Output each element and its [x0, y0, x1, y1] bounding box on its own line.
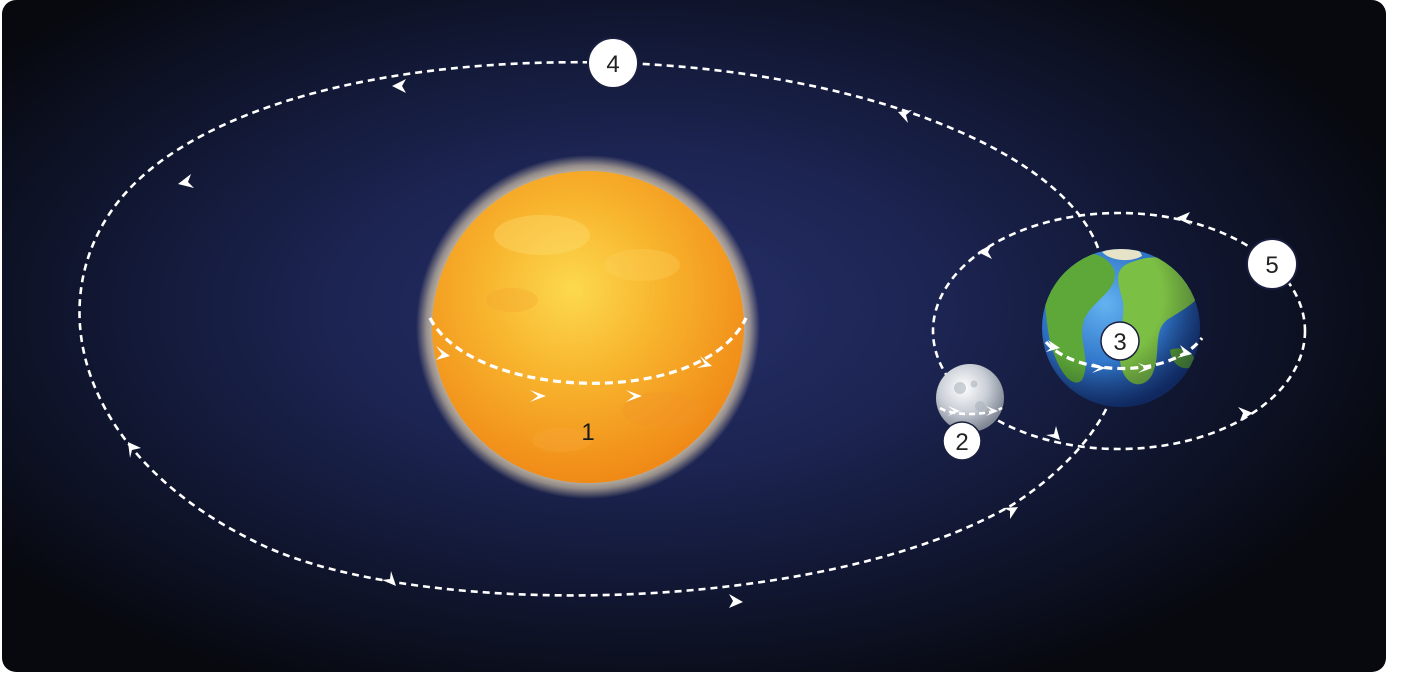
label-badge — [942, 421, 982, 461]
label-earth: 3 — [1100, 321, 1140, 361]
sun-rotation-path — [428, 317, 748, 385]
arrow-icon — [382, 571, 396, 586]
arrow-icon — [1003, 507, 1018, 519]
sun-icon — [432, 171, 744, 483]
arrow-icon — [436, 346, 450, 360]
label-moon-text: 2 — [955, 429, 968, 456]
arrow-icon — [986, 406, 998, 416]
arrow-icon — [1177, 345, 1192, 358]
label-badge — [1246, 238, 1298, 290]
arrow-icon — [178, 174, 194, 188]
sun — [416, 155, 760, 499]
sun-texture — [486, 215, 702, 452]
label-moon: 2 — [942, 421, 982, 461]
arrow-icon — [128, 442, 141, 458]
arrow-icon — [626, 390, 642, 402]
arrow-icon — [978, 244, 992, 259]
arrow-icon — [697, 356, 712, 368]
label-earth-orbit: 4 — [587, 37, 639, 89]
moon — [936, 364, 1004, 432]
label-earth-text: 3 — [1113, 329, 1126, 356]
arrow-icon — [1176, 212, 1191, 225]
arrow-icon — [898, 110, 912, 123]
label-moon-orbit: 5 — [1246, 238, 1298, 290]
label-earth-orbit-text: 4 — [606, 51, 619, 78]
label-sun: 1 — [581, 419, 594, 446]
label-moon-orbit-text: 5 — [1265, 252, 1278, 279]
arrow-icon — [729, 594, 743, 608]
arrow-icon — [1138, 363, 1152, 373]
arrow-icon — [530, 390, 546, 402]
arrow-icon — [1238, 407, 1253, 421]
direction-arrows — [128, 79, 1253, 608]
arrow-icon — [1046, 426, 1060, 440]
arrow-icon — [1046, 340, 1060, 352]
label-badge — [1100, 321, 1140, 361]
earth-orbit-path — [78, 61, 1110, 597]
moon-icon — [936, 364, 1004, 432]
arrow-icon — [948, 406, 960, 416]
arrow-icon — [392, 79, 406, 93]
arrow-icon — [1092, 363, 1106, 373]
earth-rotation-path — [1044, 337, 1204, 371]
label-sun-text: 1 — [581, 419, 594, 446]
moon-orbit-path — [931, 211, 1307, 451]
moon-rotation-path — [939, 406, 1003, 416]
label-badge — [587, 37, 639, 89]
